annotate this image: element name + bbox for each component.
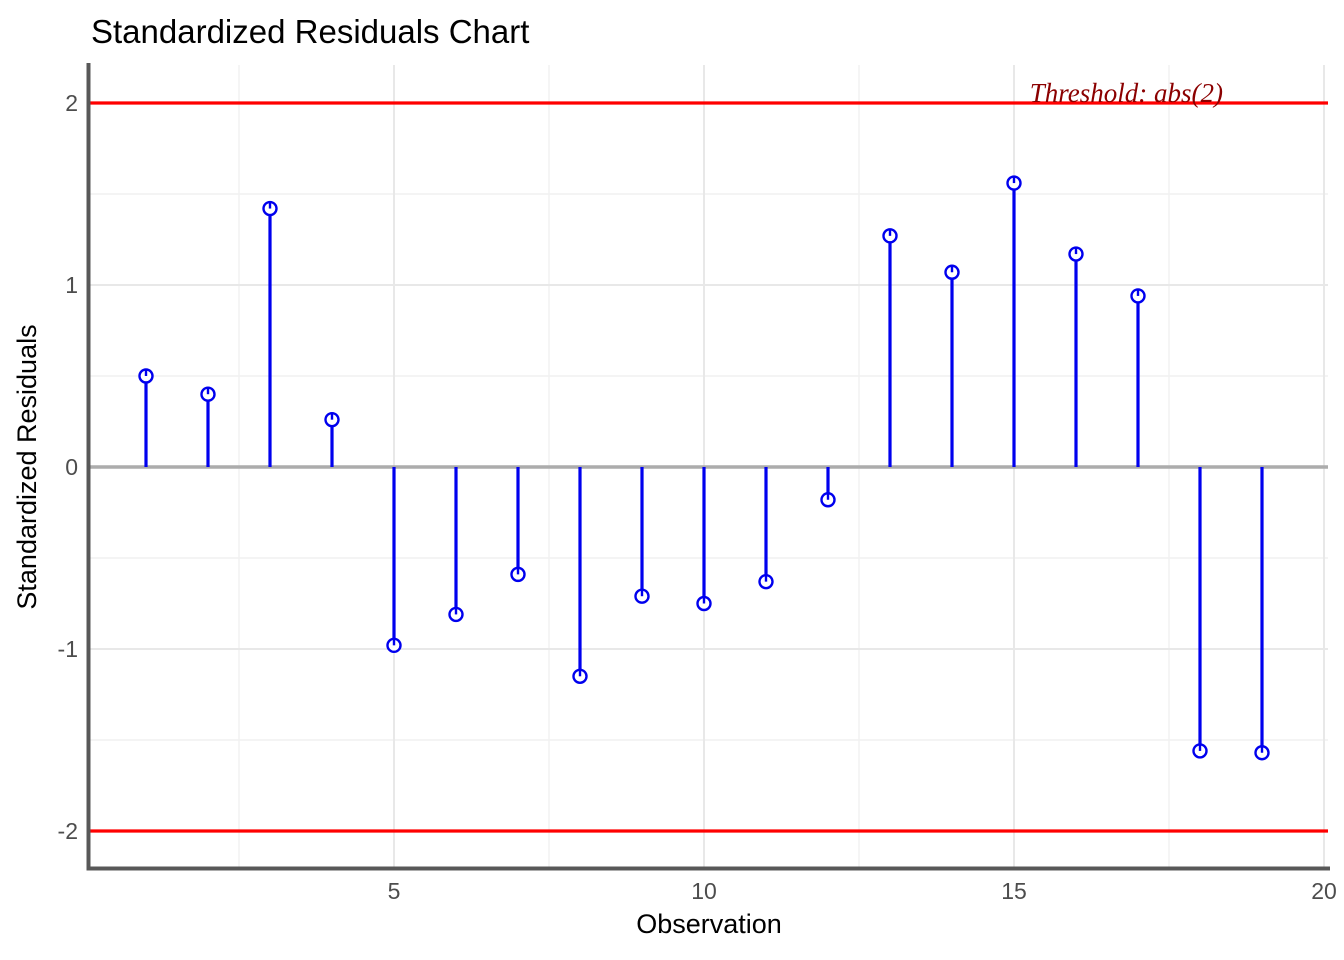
x-tick-label: 10 [691,878,717,904]
y-tick-label: -1 [57,636,78,662]
y-tick-label: -2 [57,818,78,844]
x-tick-label: 5 [387,878,401,904]
y-tick-label: 1 [65,272,78,298]
chart-title: Standardized Residuals Chart [91,13,530,50]
x-tick-label: 15 [1001,878,1027,904]
y-tick-label: 2 [65,90,78,116]
threshold-annotation: Threshold: abs(2) [1029,78,1223,108]
y-tick-label: 0 [65,454,78,480]
x-tick-label: 20 [1311,878,1337,904]
x-axis-title: Observation [636,909,782,939]
